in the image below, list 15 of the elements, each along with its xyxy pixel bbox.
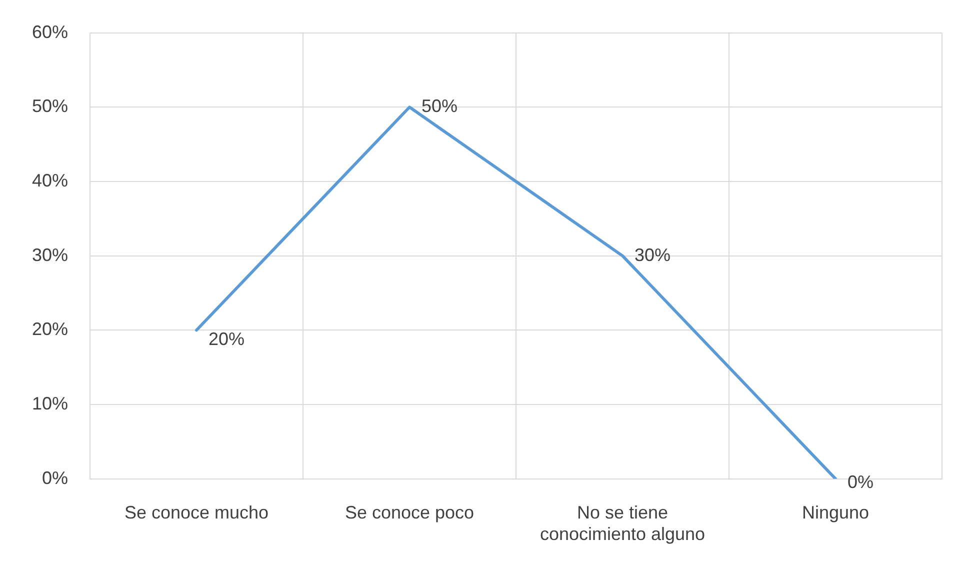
data-label: 50% — [422, 96, 458, 116]
y-tick-label: 20% — [32, 319, 68, 340]
data-label: 0% — [848, 472, 874, 492]
data-label: 30% — [634, 244, 671, 265]
y-tick-label: 30% — [32, 244, 68, 265]
x-tick-label: Se conoce mucho — [124, 502, 269, 523]
y-tick-label: 50% — [32, 96, 68, 116]
x-tick-label: Se conoce poco — [344, 502, 474, 523]
y-tick-label: 40% — [32, 170, 68, 190]
y-tick-label: 10% — [32, 393, 68, 414]
x-tick-label: No se tiene conocimiento alguno — [540, 502, 706, 544]
y-tick-label: 60% — [32, 22, 68, 42]
data-label: 20% — [208, 329, 245, 350]
x-tick-label: Ninguno — [802, 502, 870, 523]
y-tick-label: 0% — [42, 468, 68, 488]
